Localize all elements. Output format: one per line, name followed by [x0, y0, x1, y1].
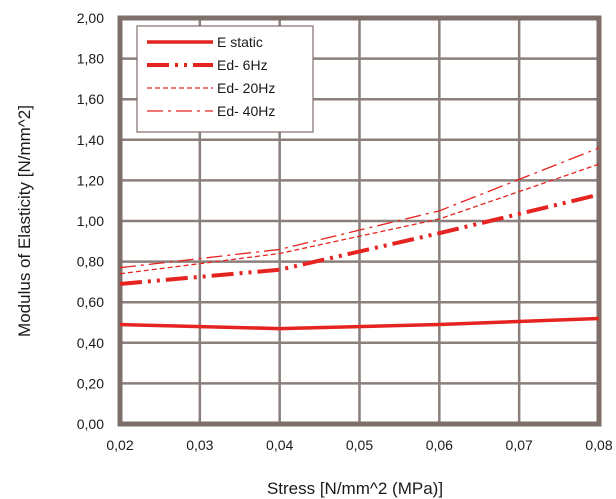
y-tick-label: 0,00: [77, 416, 104, 432]
x-axis-ticks: 0,02 0,03 0,04 0,05 0,06 0,07 0,08: [106, 437, 612, 453]
legend-label-2: Ed- 6Hz: [217, 57, 268, 73]
x-tick-label: 0,02: [106, 437, 133, 453]
x-axis-title: Stress [N/mm^2 (MPa)]: [267, 479, 443, 498]
y-tick-label: 2,00: [77, 10, 104, 26]
y-tick-label: 1,60: [77, 91, 104, 107]
y-axis-title: Modulus of Elasticity [N/mm^2]: [15, 105, 34, 337]
x-tick-label: 0,03: [186, 437, 213, 453]
y-tick-label: 0,40: [77, 335, 104, 351]
x-tick-label: 0,06: [426, 437, 453, 453]
series-line-4: [119, 147, 600, 269]
series-lines: [119, 147, 600, 331]
x-tick-label: 0,07: [506, 437, 533, 453]
series-line-2: [119, 192, 600, 286]
legend-label-4: Ed- 40Hz: [217, 103, 275, 119]
series-line-3: [119, 163, 600, 275]
legend-label-1: E static: [217, 34, 263, 50]
y-tick-label: 1,80: [77, 51, 104, 67]
y-tick-label: 0,20: [77, 375, 104, 391]
legend-label-3: Ed- 20Hz: [217, 80, 275, 96]
y-tick-label: 0,60: [77, 294, 104, 310]
x-tick-label: 0,08: [585, 437, 612, 453]
y-tick-label: 1,20: [77, 172, 104, 188]
y-tick-label: 1,00: [77, 213, 104, 229]
x-tick-label: 0,05: [346, 437, 373, 453]
plot-frame: [117, 15, 602, 427]
y-tick-label: 1,40: [77, 132, 104, 148]
y-axis-ticks: 0,00 0,20 0,40 0,60 0,80 1,00 1,20 1,40 1,60 1,80…: [77, 10, 104, 432]
x-tick-label: 0,04: [266, 437, 293, 453]
y-tick-label: 0,80: [77, 254, 104, 270]
legend: E static Ed- 6Hz Ed- 20Hz Ed- 40Hz: [136, 25, 314, 133]
series-line-1: [119, 316, 600, 331]
